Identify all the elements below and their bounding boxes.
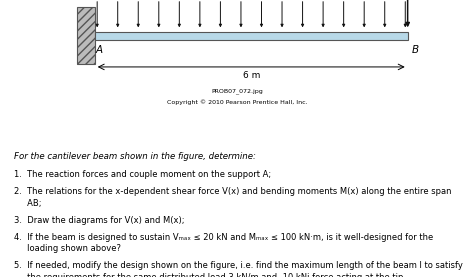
Text: Copyright © 2010 Pearson Prentice Hall, Inc.: Copyright © 2010 Pearson Prentice Hall, …	[167, 100, 307, 106]
Text: 3.  Draw the diagrams for V(x) and M(x);: 3. Draw the diagrams for V(x) and M(x);	[14, 216, 185, 225]
Bar	[77, 7, 95, 64]
Text: 6 m: 6 m	[243, 71, 260, 80]
Text: PROB07_072.jpg: PROB07_072.jpg	[211, 88, 263, 94]
Text: 1.  The reaction forces and couple moment on the support A;: 1. The reaction forces and couple moment…	[14, 170, 271, 179]
Text: 4.  If the beam is designed to sustain Vₘₐₓ ≤ 20 kN and Mₘₐₓ ≤ 100 kN·m, is it w: 4. If the beam is designed to sustain Vₘ…	[14, 233, 433, 253]
Text: 2.  The relations for the x-dependent shear force V(x) and bending moments M(x) : 2. The relations for the x-dependent she…	[14, 187, 452, 208]
Bar	[95, 32, 408, 40]
Text: B: B	[411, 45, 419, 55]
Text: 5.  If needed, modify the design shown on the figure, i.e. find the maximum leng: 5. If needed, modify the design shown on…	[14, 261, 463, 277]
Text: For the cantilever beam shown in the figure, determine:: For the cantilever beam shown in the fig…	[14, 152, 256, 161]
Text: A: A	[96, 45, 103, 55]
